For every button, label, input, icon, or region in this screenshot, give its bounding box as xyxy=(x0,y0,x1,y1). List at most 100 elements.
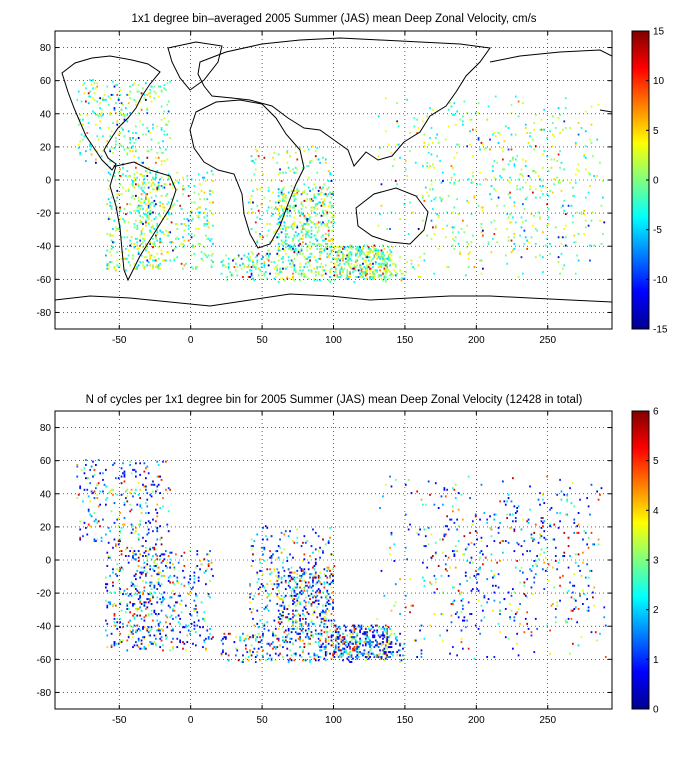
data-cell xyxy=(87,92,90,95)
data-cell xyxy=(457,616,460,619)
data-cell xyxy=(499,541,501,544)
data-cell xyxy=(152,480,154,483)
data-cell xyxy=(389,274,391,277)
data-cell xyxy=(322,186,324,189)
data-cell xyxy=(302,241,304,244)
data-cell xyxy=(309,661,311,663)
data-cell xyxy=(329,252,331,255)
data-cell xyxy=(152,226,154,229)
data-cell xyxy=(159,525,162,528)
data-cell xyxy=(120,175,123,177)
data-cell xyxy=(282,209,284,212)
data-cell xyxy=(160,601,163,604)
data-cell xyxy=(469,118,471,121)
data-cell xyxy=(133,617,136,620)
data-cell xyxy=(197,216,200,219)
data-cell xyxy=(324,574,327,577)
data-cell xyxy=(283,249,286,252)
data-cell xyxy=(290,246,293,249)
data-cell xyxy=(156,239,159,242)
data-cell xyxy=(143,601,146,604)
data-cell xyxy=(549,508,551,511)
data-cell xyxy=(453,488,456,491)
data-cell xyxy=(359,631,361,634)
data-cell xyxy=(354,636,357,639)
data-cell xyxy=(292,588,294,591)
data-cell xyxy=(110,261,113,264)
data-cell xyxy=(307,256,310,259)
data-cell xyxy=(540,180,543,182)
data-cell xyxy=(182,176,184,179)
data-cell xyxy=(109,135,112,138)
data-cell xyxy=(196,594,199,597)
data-cell xyxy=(250,251,253,254)
data-cell xyxy=(287,661,290,663)
data-cell xyxy=(289,170,291,173)
data-cell xyxy=(496,241,499,244)
data-cell xyxy=(152,224,154,227)
data-cell xyxy=(334,637,337,640)
data-cell xyxy=(146,193,149,196)
data-cell xyxy=(292,262,294,265)
data-cell xyxy=(113,591,116,594)
data-cell xyxy=(129,203,132,206)
data-cell xyxy=(552,115,554,118)
data-cell xyxy=(326,256,329,259)
data-cell xyxy=(159,584,162,587)
data-cell xyxy=(502,540,504,543)
data-cell xyxy=(466,560,469,562)
data-cell xyxy=(212,213,214,216)
data-cell xyxy=(269,252,271,255)
data-cell xyxy=(542,271,544,274)
x-tick-label: 150 xyxy=(397,335,414,346)
data-cell xyxy=(126,546,129,549)
data-cell xyxy=(277,574,280,577)
data-cell xyxy=(333,246,336,249)
data-cell xyxy=(85,87,87,90)
data-cell xyxy=(97,520,100,523)
data-cell xyxy=(107,127,110,129)
data-cell xyxy=(177,181,180,184)
data-cell xyxy=(342,269,344,272)
data-cell xyxy=(462,604,464,607)
data-cell xyxy=(347,252,350,255)
data-cell xyxy=(320,649,323,652)
data-cell xyxy=(129,175,132,177)
data-cell xyxy=(175,616,177,619)
data-cell xyxy=(473,574,476,577)
data-cell xyxy=(313,601,316,604)
data-cell xyxy=(462,647,464,650)
data-cell xyxy=(115,140,117,143)
data-cell xyxy=(132,468,134,471)
data-cell xyxy=(304,199,307,202)
data-cell xyxy=(313,223,316,225)
data-cell xyxy=(280,604,283,607)
data-cell xyxy=(195,266,197,269)
data-cell xyxy=(329,569,331,572)
data-cell xyxy=(403,642,406,645)
data-cell xyxy=(390,642,393,645)
data-cell xyxy=(112,146,114,149)
data-cell xyxy=(122,113,124,116)
data-cell xyxy=(155,156,157,159)
data-cell xyxy=(139,599,142,602)
data-cell xyxy=(129,90,132,93)
data-cell xyxy=(369,256,371,259)
data-cell xyxy=(282,611,284,614)
data-cell xyxy=(342,256,344,259)
data-cell xyxy=(113,502,116,505)
data-cell xyxy=(203,198,206,201)
data-cell xyxy=(130,242,133,245)
data-cell xyxy=(592,591,594,594)
data-cell xyxy=(300,237,303,240)
data-cell xyxy=(155,173,157,176)
data-cell xyxy=(123,219,126,222)
data-cell xyxy=(592,155,594,158)
data-cell xyxy=(294,204,297,207)
data-cell xyxy=(456,151,459,154)
data-cell xyxy=(282,193,284,196)
data-cell xyxy=(159,475,162,478)
data-cell xyxy=(404,513,407,516)
data-cell xyxy=(286,209,289,212)
data-cell xyxy=(303,223,306,225)
